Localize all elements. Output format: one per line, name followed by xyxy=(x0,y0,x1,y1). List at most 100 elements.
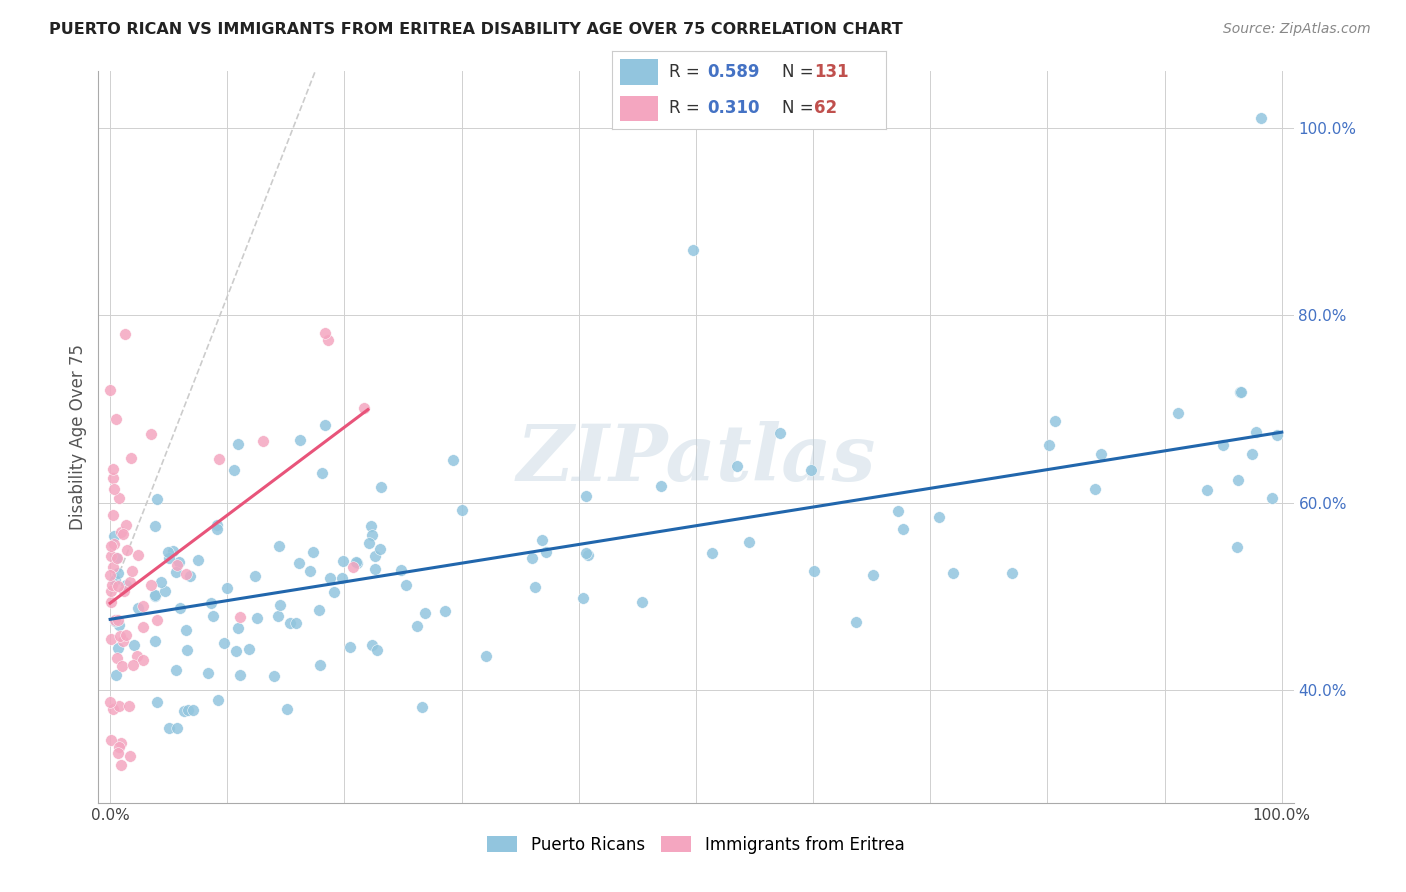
Point xyxy=(146,694,169,708)
Point xyxy=(166,721,188,735)
Point xyxy=(308,603,330,617)
Point xyxy=(103,537,125,551)
Point xyxy=(143,519,166,533)
Point xyxy=(100,595,122,609)
Point xyxy=(105,650,128,665)
Point xyxy=(127,601,149,615)
Point xyxy=(108,698,131,713)
Point xyxy=(205,517,228,532)
Point xyxy=(441,453,464,467)
Point xyxy=(411,700,433,714)
Point xyxy=(886,504,908,518)
Point xyxy=(252,434,274,449)
Point xyxy=(120,574,142,589)
Point xyxy=(121,564,143,578)
Point xyxy=(205,522,228,536)
Point xyxy=(143,634,166,648)
Point xyxy=(228,621,250,635)
Text: ZIPatlas: ZIPatlas xyxy=(516,421,876,497)
Point xyxy=(165,565,187,579)
Point xyxy=(238,642,260,657)
Point xyxy=(1001,566,1024,580)
Point xyxy=(229,610,252,624)
Point xyxy=(105,550,128,565)
Point xyxy=(942,566,965,580)
Point xyxy=(1241,447,1264,461)
Point xyxy=(1267,428,1289,442)
Point xyxy=(536,545,558,559)
Point xyxy=(127,649,149,664)
Text: R =: R = xyxy=(669,62,706,80)
Point xyxy=(576,548,599,562)
Point xyxy=(114,326,136,341)
Point xyxy=(145,614,167,628)
Legend: Puerto Ricans, Immigrants from Eritrea: Puerto Ricans, Immigrants from Eritrea xyxy=(481,829,911,860)
Point xyxy=(572,591,595,605)
Point xyxy=(179,568,201,582)
Point xyxy=(311,467,333,481)
Point xyxy=(118,748,141,763)
Point xyxy=(166,558,188,572)
Point xyxy=(360,518,382,533)
Point xyxy=(100,577,122,591)
Point xyxy=(143,589,166,603)
Point xyxy=(575,489,598,503)
Text: N =: N = xyxy=(782,62,818,80)
Point xyxy=(267,608,290,623)
Point xyxy=(115,627,138,641)
Point xyxy=(200,596,222,610)
Point xyxy=(173,704,195,718)
Point xyxy=(104,614,127,628)
Point xyxy=(146,492,169,507)
Point xyxy=(344,556,367,570)
Bar xyxy=(620,59,658,85)
Point xyxy=(132,599,155,614)
Point xyxy=(157,721,180,735)
Point xyxy=(118,698,141,713)
Point xyxy=(891,522,914,536)
Point xyxy=(222,463,245,477)
Point xyxy=(1226,540,1249,554)
Point xyxy=(346,557,368,571)
Point xyxy=(332,554,354,568)
Point xyxy=(395,578,418,592)
Point xyxy=(845,615,868,629)
Text: 0.310: 0.310 xyxy=(707,99,761,117)
Point xyxy=(361,638,384,652)
Point xyxy=(181,702,204,716)
Point xyxy=(100,632,122,646)
Text: 0.589: 0.589 xyxy=(707,62,761,80)
Point xyxy=(364,549,387,564)
Point xyxy=(108,629,131,643)
Point xyxy=(288,556,311,570)
Point xyxy=(309,657,332,672)
Point xyxy=(100,584,122,599)
Point xyxy=(353,401,375,415)
Point xyxy=(122,658,145,673)
Point xyxy=(104,573,127,587)
Point xyxy=(1244,425,1267,440)
Point xyxy=(100,732,122,747)
Point xyxy=(100,539,122,553)
Point xyxy=(531,533,554,547)
Point xyxy=(1038,438,1060,452)
Point xyxy=(361,528,384,542)
Point xyxy=(208,452,231,467)
Point xyxy=(104,550,127,565)
Point xyxy=(100,549,122,563)
Point xyxy=(1084,482,1107,496)
Point xyxy=(1167,406,1189,420)
Point xyxy=(174,567,197,582)
Point xyxy=(226,437,249,451)
Point xyxy=(700,546,723,560)
Point xyxy=(104,613,127,627)
Point xyxy=(1043,414,1066,428)
Point xyxy=(101,701,124,715)
Point xyxy=(330,571,353,585)
Text: PUERTO RICAN VS IMMIGRANTS FROM ERITREA DISABILITY AGE OVER 75 CORRELATION CHART: PUERTO RICAN VS IMMIGRANTS FROM ERITREA … xyxy=(49,22,903,37)
Text: 131: 131 xyxy=(814,62,849,80)
Point xyxy=(246,610,269,624)
Point xyxy=(1230,385,1253,400)
Point xyxy=(389,563,412,577)
Point xyxy=(112,634,135,648)
